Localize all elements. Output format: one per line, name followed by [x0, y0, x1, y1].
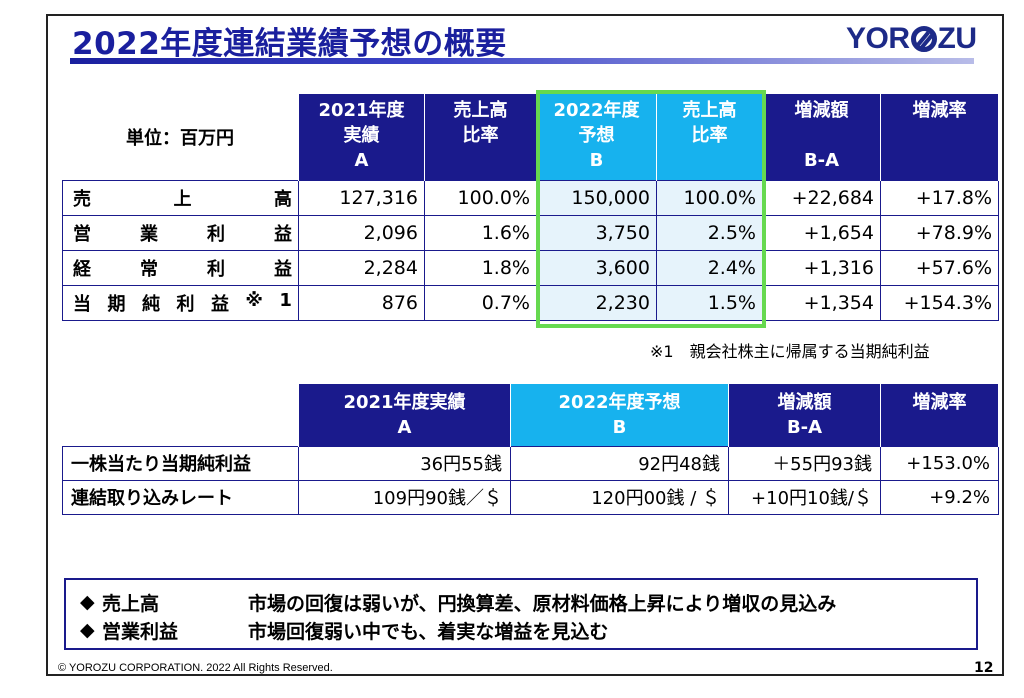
table-row-net-income: 当期純利益 ※ 1 876 0.7% 2,230 1.5% +1,354 +154.… — [62, 284, 999, 321]
diamond-bullet-icon: ◆ — [80, 591, 95, 613]
cell-value: +9.2% — [880, 479, 999, 515]
cell-value: 1.8% — [424, 249, 537, 286]
header-sales-ratio-2021: 売上高 比率 — [424, 94, 537, 180]
row-label-exchange-rate: 連結取り込みレート — [62, 479, 299, 515]
cell-value: 100.0% — [424, 179, 537, 216]
cell-value: 109円90銭／＄ — [298, 479, 511, 515]
cell-value: 3,750 — [536, 214, 657, 251]
logo-o-mark-icon — [910, 26, 937, 52]
summary-text: 市場の回復は弱いが、円換算差、原材料価格上昇により増収の見込み — [248, 592, 837, 615]
cell-value: +153.0% — [880, 445, 999, 481]
cell-value: 127,316 — [298, 179, 425, 216]
unit-cell — [63, 94, 299, 180]
cell-value: 92円48銭 — [510, 445, 729, 481]
logo-text-left: YOR — [846, 22, 910, 55]
page-number: 12 — [974, 660, 994, 676]
table-row-operating-profit: 営業利益 2,096 1.6% 3,750 2.5% +1,654 +78.9% — [62, 214, 999, 251]
table-row-ordinary-profit: 経常利益 2,284 1.8% 3,600 2.4% +1,316 +57.6% — [62, 249, 999, 286]
row-label-net-income: 当期純利益 ※ 1 — [62, 284, 299, 321]
slide-frame — [46, 14, 1004, 676]
cell-value: 120円00銭 / ＄ — [510, 479, 729, 515]
cell-value: +1,654 — [762, 214, 881, 251]
header-change-rate: 増減率 — [880, 384, 999, 446]
cell-value: +57.6% — [880, 249, 999, 286]
table-row-eps: 一株当たり当期純利益 36円55銭 92円48銭 ＋55円93銭 +153.0% — [62, 445, 999, 481]
summary-key: 売上高 — [102, 592, 160, 615]
cell-value: ＋55円93銭 — [728, 445, 881, 481]
summary-line-operating-profit: ◆ 営業利益 市場回復弱い中でも、着実な増益を見込む — [80, 616, 976, 644]
unit-label: 単位：百万円 — [126, 128, 234, 149]
cell-value: 2,230 — [536, 284, 657, 321]
copyright: © YOROZU CORPORATION. 2022 All Rights Re… — [58, 662, 333, 674]
cell-value: 150,000 — [536, 179, 657, 216]
cell-value: 3,600 — [536, 249, 657, 286]
results-table: 2021年度 実績 A 売上高 比率 2022年度 予想 B 売上高 比率 増減額 B-A 増… — [62, 94, 999, 321]
cell-value: 1.5% — [656, 284, 763, 321]
cell-value: +17.8% — [880, 179, 999, 216]
cell-value: 876 — [298, 284, 425, 321]
logo-text-right: ZU — [937, 22, 978, 55]
cell-value: +154.3% — [880, 284, 999, 321]
row-label-eps: 一株当たり当期純利益 — [62, 445, 299, 481]
header-change-amount: 増減額 B-A — [728, 384, 881, 446]
cell-value: 2,284 — [298, 249, 425, 286]
summary-line-sales: ◆ 売上高 市場の回復は弱いが、円換算差、原材料価格上昇により増収の見込み — [80, 588, 976, 616]
table-row-sales: 売上高 127,316 100.0% 150,000 100.0% +22,68… — [62, 179, 999, 216]
company-logo: YOR ZU — [846, 22, 977, 56]
empty-header-cell — [63, 384, 299, 446]
header-change-rate: 増減率 — [880, 94, 999, 180]
header-change-amount: 増減額 B-A — [762, 94, 881, 180]
page-title: 2022年度連結業績予想の概要 — [72, 26, 507, 62]
diamond-bullet-icon: ◆ — [80, 619, 95, 641]
cell-value: +10円10銭/＄ — [728, 479, 881, 515]
cell-value: +22,684 — [762, 179, 881, 216]
cell-value: 1.6% — [424, 214, 537, 251]
row-label-ordinary-profit: 経常利益 — [62, 249, 299, 286]
header-sales-ratio-2022: 売上高 比率 — [656, 94, 763, 180]
footnote: ※1 親会社株主に帰属する当期純利益 — [650, 342, 930, 361]
cell-value: 2,096 — [298, 214, 425, 251]
cell-value: +1,354 — [762, 284, 881, 321]
cell-value: +78.9% — [880, 214, 999, 251]
cell-value: 0.7% — [424, 284, 537, 321]
cell-value: 2.5% — [656, 214, 763, 251]
per-share-table: 2021年度実績 A 2022年度予想 B 増減額 B-A 増減率 一株当たり当期純利… — [62, 384, 999, 515]
cell-value: 2.4% — [656, 249, 763, 286]
summary-box: ◆ 売上高 市場の回復は弱いが、円換算差、原材料価格上昇により増収の見込み ◆ … — [64, 578, 978, 650]
table-row-exchange-rate: 連結取り込みレート 109円90銭／＄ 120円00銭 / ＄ +10円10銭/… — [62, 479, 999, 515]
cell-value: 36円55銭 — [298, 445, 511, 481]
row-label-operating-profit: 営業利益 — [62, 214, 299, 251]
summary-text: 市場回復弱い中でも、着実な増益を見込む — [248, 620, 609, 643]
cell-value: +1,316 — [762, 249, 881, 286]
cell-value: 100.0% — [656, 179, 763, 216]
summary-key: 営業利益 — [102, 620, 179, 643]
row-label-sales: 売上高 — [62, 179, 299, 216]
title-underline — [70, 58, 974, 64]
